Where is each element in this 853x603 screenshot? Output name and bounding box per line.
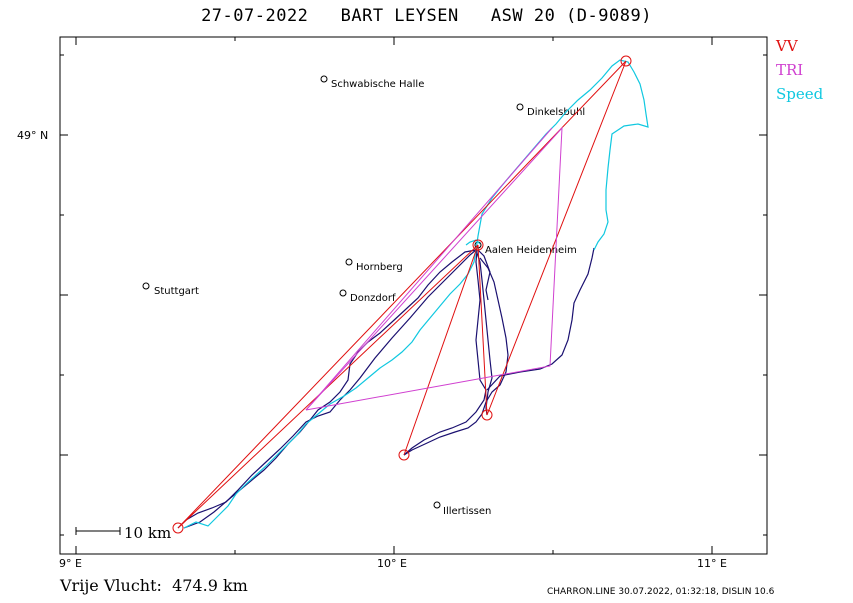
town-label-donzdorf: Donzdorf <box>350 293 396 304</box>
vv-turnpoint-southwest <box>398 449 410 461</box>
town-marker-illertissen <box>433 501 441 509</box>
town-label-dinkelsbuhl: Dinkelsbuhl <box>527 107 585 118</box>
vv-turnpoint-south <box>481 409 493 421</box>
town-label-schwabische-halle: Schwabische Halle <box>331 79 424 90</box>
x-tick-marks <box>75 37 713 554</box>
town-label-hornberg: Hornberg <box>356 262 403 273</box>
town-label-illertissen: Illertissen <box>443 506 491 517</box>
flight-track <box>177 247 595 529</box>
x-tick-label-10e: 10° E <box>377 557 407 570</box>
x-tick-label-9e: 9° E <box>59 557 82 570</box>
town-label-stuttgart: Stuttgart <box>154 286 199 297</box>
vv-turnpoint-start <box>172 522 184 534</box>
free-flight-distance: Vrije Vlucht: 474.9 km <box>60 576 248 595</box>
credit-line: CHARRON.LINE 30.07.2022, 01:32:18, DISLI… <box>547 587 775 597</box>
town-marker-hornberg <box>345 258 353 266</box>
vv-turnpoint-north <box>620 55 632 67</box>
scale-bar-label: 10 km <box>124 524 171 542</box>
legend-item-tri: TRI <box>776 61 804 79</box>
town-label-aalen-heidenheim: Aalen Heidenheim <box>485 245 577 256</box>
y-tick-marks <box>60 54 767 536</box>
vv-route <box>172 55 632 534</box>
map-title: 27-07-2022 BART LEYSEN ASW 20 (D-9089) <box>201 6 652 26</box>
scale-bar: 10 km <box>75 524 171 542</box>
legend-item-speed: Speed <box>776 85 824 103</box>
x-tick-label-11e: 11° E <box>697 557 727 570</box>
legend-item-vv: VV <box>776 37 798 55</box>
legend: VV TRI Speed <box>776 34 823 106</box>
town-marker-stuttgart <box>142 282 150 290</box>
towns <box>142 75 524 509</box>
speed-track <box>183 59 649 529</box>
town-marker-schwabische-halle <box>320 75 328 83</box>
tri-route <box>305 126 563 411</box>
y-tick-label-49n: 49° N <box>17 129 48 142</box>
vv-turnpoint-aalen <box>472 239 484 251</box>
town-marker-dinkelsbuhl <box>516 103 524 111</box>
town-marker-donzdorf <box>339 289 347 297</box>
